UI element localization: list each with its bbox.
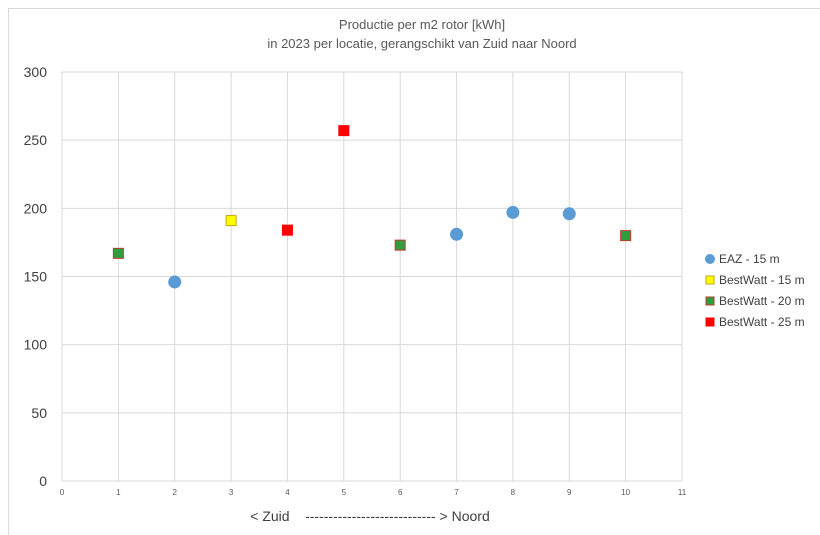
y-tick-label: 50 [31,405,47,421]
data-point [506,205,520,219]
x-axis-label: < Zuid ---------------------------- > No… [250,508,489,524]
legend: EAZ - 15 m BestWatt - 15 m BestWatt - 20 m… [705,252,805,329]
x-axis-ticks: 0 1 2 3 4 5 6 7 8 9 10 11 [60,488,687,497]
x-tick-label: 2 [173,488,178,497]
legend-marker [705,317,715,327]
data-point [168,275,182,289]
legend-label: BestWatt - 25 m [719,315,805,329]
data-points [112,125,632,289]
data-point [620,230,632,242]
x-tick-label: 5 [342,488,347,497]
x-tick-label: 9 [567,488,572,497]
data-point [112,247,124,259]
x-tick-label: 10 [621,488,630,497]
gridlines [61,71,683,482]
x-tick-label: 7 [454,488,459,497]
x-tick-label: 4 [285,488,290,497]
y-axis-ticks: 0 50 100 150 200 250 300 [24,64,48,489]
y-tick-label: 0 [39,473,47,489]
legend-marker [705,296,715,306]
y-tick-label: 300 [24,64,48,80]
chart-title: Productie per m2 rotor [kWh] [339,17,505,32]
data-point [394,239,406,251]
data-point [562,207,576,221]
legend-label: EAZ - 15 m [719,252,780,266]
data-point [225,215,237,227]
x-tick-label: 8 [511,488,516,497]
data-point [281,224,293,236]
x-tick-label: 1 [116,488,121,497]
y-tick-label: 250 [24,132,48,148]
x-tick-label: 6 [398,488,403,497]
data-point [338,125,350,137]
x-tick-label: 11 [678,488,687,497]
chart-subtitle: in 2023 per locatie, gerangschikt van Zu… [267,36,576,51]
y-tick-label: 150 [24,269,48,285]
legend-label: BestWatt - 15 m [719,273,805,287]
y-tick-label: 100 [24,337,48,353]
legend-marker [705,254,715,264]
legend-label: BestWatt - 20 m [719,294,805,308]
x-tick-label: 0 [60,488,65,497]
y-tick-label: 200 [24,200,48,216]
x-tick-label: 3 [229,488,234,497]
chart-area [8,8,820,535]
data-point [450,227,464,241]
legend-marker [705,275,715,285]
